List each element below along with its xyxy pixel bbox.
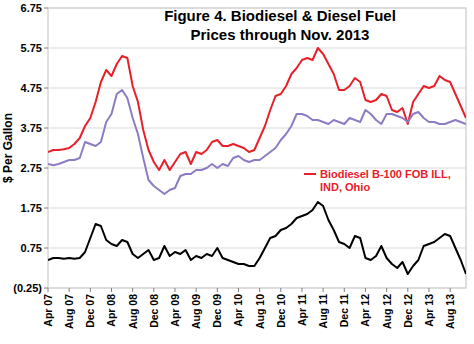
grid-line	[48, 48, 466, 49]
grid-line	[48, 128, 466, 129]
y-tick-label: 2.75	[21, 162, 42, 174]
x-tick-label: Apr 08	[105, 294, 117, 327]
y-tick	[44, 88, 48, 89]
x-tick-label: Apr 12	[359, 294, 371, 327]
x-tick	[301, 288, 302, 292]
series-group	[48, 48, 466, 274]
y-tick-label: 0.75	[21, 242, 42, 254]
x-tick	[386, 288, 387, 292]
legend-entry: Biodiesel B-100 FOB ILL, IND, Ohio	[320, 168, 460, 194]
x-tick	[174, 288, 175, 292]
grid-line	[48, 288, 466, 289]
x-tick	[196, 288, 197, 292]
x-tick	[323, 288, 324, 292]
x-tick-label: Dec 08	[148, 294, 160, 328]
x-tick	[153, 288, 154, 292]
y-tick	[44, 168, 48, 169]
legend-swatch	[304, 173, 316, 175]
x-tick	[90, 288, 91, 292]
x-tick-label: Aug 11	[317, 294, 329, 329]
y-tick	[44, 248, 48, 249]
y-tick	[44, 288, 48, 289]
x-tick-label: Aug 09	[190, 294, 202, 329]
x-tick-label: Apr 07	[42, 294, 54, 327]
y-tick-label: 4.75	[21, 82, 42, 94]
grid-line	[48, 248, 466, 249]
x-tick	[280, 288, 281, 292]
grid-line	[48, 208, 466, 209]
y-tick-label: 3.75	[21, 122, 42, 134]
x-tick	[450, 288, 451, 292]
y-tick	[44, 128, 48, 129]
y-axis-label: $ Per Gallon	[1, 113, 15, 183]
x-tick	[407, 288, 408, 292]
y-tick-label: 6.75	[21, 2, 42, 14]
x-tick-label: Dec 07	[84, 294, 96, 328]
x-tick-label: Dec 12	[402, 294, 414, 328]
chart: (0.25) 0.75 1.75 2.75 3.75 4.75 5.75 6.75 Apr 07…	[0, 0, 474, 344]
x-tick-label: Aug 12	[381, 294, 393, 329]
x-tick-label: Apr 11	[296, 294, 308, 326]
grid-line	[48, 88, 466, 89]
x-tick-label: Aug 08	[127, 294, 139, 329]
x-tick	[69, 288, 70, 292]
x-tick-label: Apr 13	[423, 294, 435, 327]
y-tick	[44, 8, 48, 9]
title: Figure 4. Biodiesel & Diesel Fuel Prices…	[140, 6, 420, 44]
series-line	[48, 202, 466, 274]
plot-frame	[48, 8, 466, 288]
series-line	[48, 90, 466, 194]
x-tick	[217, 288, 218, 292]
y-tick	[44, 208, 48, 209]
y-tick-label: 5.75	[21, 42, 42, 54]
x-tick	[111, 288, 112, 292]
x-tick-label: Aug 07	[63, 294, 75, 329]
x-tick-label: Dec 09	[211, 294, 223, 328]
x-tick-label: Aug 10	[254, 294, 266, 329]
x-tick-label: Dec 11	[338, 294, 350, 327]
x-tick-label: Aug 13	[444, 294, 456, 329]
x-tick	[48, 288, 49, 292]
x-tick	[365, 288, 366, 292]
y-tick-label: (0.25)	[13, 282, 42, 294]
x-tick	[238, 288, 239, 292]
y-tick	[44, 48, 48, 49]
x-tick	[259, 288, 260, 292]
y-tick-label: 1.75	[21, 202, 42, 214]
x-tick	[132, 288, 133, 292]
x-tick	[428, 288, 429, 292]
x-tick-label: Dec 10	[275, 294, 287, 328]
series-line	[48, 48, 466, 170]
x-tick-label: Apr 10	[232, 294, 244, 327]
x-tick	[344, 288, 345, 292]
x-tick-label: Apr 09	[169, 294, 181, 327]
